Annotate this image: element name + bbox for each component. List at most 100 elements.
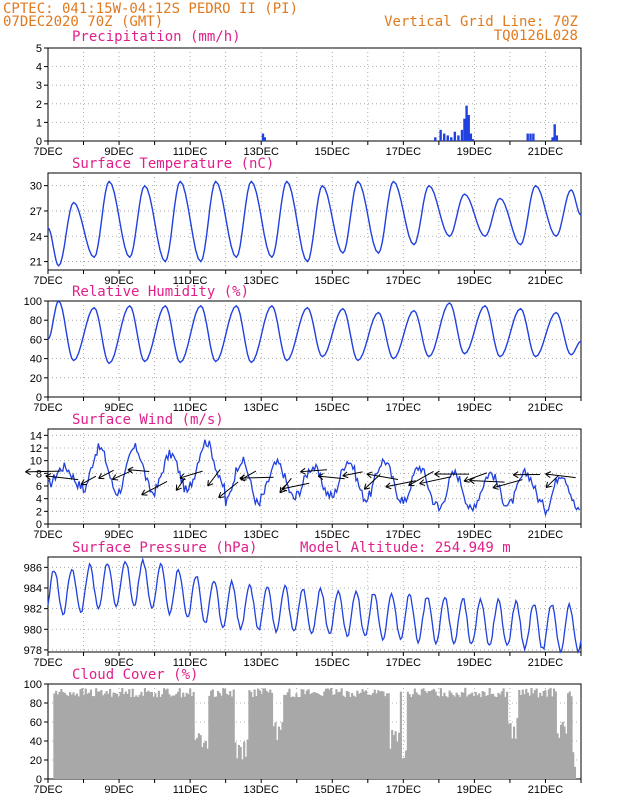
cloud-bar bbox=[342, 695, 345, 779]
cloud-bar bbox=[316, 693, 319, 779]
wind-arrow-head bbox=[207, 480, 214, 487]
rh-frame bbox=[47, 300, 582, 398]
cloud-bar bbox=[105, 691, 108, 779]
cloud-bar bbox=[424, 691, 427, 779]
pressure-ytick-label: 982 bbox=[24, 604, 42, 616]
wind-arrow-head bbox=[342, 471, 349, 479]
cloud-bar bbox=[331, 694, 335, 779]
cloud-bar bbox=[478, 693, 481, 779]
cloud-bar bbox=[204, 741, 207, 779]
temp-xtick-label: 9DEC bbox=[104, 275, 133, 287]
cloud-bar bbox=[455, 692, 458, 779]
wind-arrow-head bbox=[111, 474, 119, 481]
temp-xtick-label: 21DEC bbox=[528, 275, 564, 287]
cloud-bar bbox=[570, 696, 573, 779]
cloud-bar bbox=[217, 691, 220, 779]
temp-xtick-label: 11DEC bbox=[173, 275, 208, 287]
wind-arrow-head bbox=[239, 474, 246, 482]
cloud-ytick-label: 80 bbox=[30, 698, 42, 710]
wind-arrow-head bbox=[317, 473, 324, 480]
cloud-bar bbox=[401, 758, 404, 779]
wind-arrow-head bbox=[45, 473, 52, 480]
pressure-xtick-label: 7DEC bbox=[33, 657, 62, 669]
temp-ytick-label: 27 bbox=[30, 206, 42, 218]
temp-xtick-label: 17DEC bbox=[386, 275, 422, 287]
cloud-ytick-label: 100 bbox=[24, 679, 42, 691]
cloud-bar bbox=[352, 695, 355, 779]
cloud-bar bbox=[364, 690, 368, 779]
cloud-bar bbox=[223, 689, 227, 779]
cloud-bar bbox=[469, 693, 472, 779]
cloud-bar bbox=[206, 748, 209, 779]
cloud-bar bbox=[307, 689, 310, 779]
cloud-bar bbox=[168, 694, 171, 779]
cloud-bar bbox=[72, 692, 75, 779]
wind-arrow-shaft bbox=[25, 470, 61, 473]
wind-xtick-label: 13DEC bbox=[243, 529, 279, 541]
wind-arrow-shaft bbox=[179, 470, 203, 479]
wind-xtick-label: 17DEC bbox=[386, 529, 422, 541]
cloud-bar bbox=[55, 690, 58, 779]
cloud-bar bbox=[131, 688, 134, 779]
wind-arrow-shaft bbox=[175, 477, 186, 491]
precip-xtick-label: 13DEC bbox=[243, 146, 279, 158]
cloud-bar bbox=[114, 693, 117, 779]
cloud-xtick-label: 13DEC bbox=[243, 784, 279, 796]
cloud-bar bbox=[93, 696, 96, 779]
precip-ytick-label: 2 bbox=[36, 99, 42, 111]
wind-arrow-shaft bbox=[112, 470, 132, 480]
cloud-bar bbox=[75, 693, 79, 779]
cloud-bar bbox=[126, 693, 129, 779]
cloud-bar bbox=[178, 688, 181, 779]
cloud-bar bbox=[272, 726, 275, 779]
cloud-bar bbox=[276, 740, 279, 779]
cloud-bar bbox=[321, 696, 324, 779]
wind-ytick-label: 10 bbox=[30, 456, 42, 468]
cloud-bar bbox=[328, 689, 331, 779]
cloud-xtick-label: 19DEC bbox=[457, 784, 493, 796]
cloud-bar bbox=[89, 689, 93, 779]
cloud-bar bbox=[462, 692, 465, 779]
precip-bar bbox=[450, 137, 453, 141]
cloud-bar bbox=[337, 692, 340, 779]
cloud-bar bbox=[326, 688, 329, 779]
cloud-bar bbox=[197, 733, 200, 779]
cloud-bar bbox=[542, 691, 545, 779]
wind-arrow-shaft bbox=[80, 475, 97, 485]
cloud-bar bbox=[340, 688, 343, 779]
cloud-bar bbox=[512, 726, 516, 779]
precip-bar bbox=[529, 133, 532, 141]
temp-ytick-label: 24 bbox=[30, 231, 42, 243]
cloud-bar bbox=[394, 731, 397, 779]
cloud-bar bbox=[506, 691, 509, 779]
wind-arrow-shaft bbox=[545, 473, 576, 479]
wind-arrow-head bbox=[434, 470, 440, 478]
pressure-panel: 978 980 982 984 986 7DEC 9DEC 11DEC 13DEC 15DEC 17… bbox=[24, 556, 582, 669]
cloud-ytick-label: 20 bbox=[30, 755, 42, 767]
wind-arrow-shaft bbox=[408, 471, 434, 486]
precip-bar bbox=[460, 129, 464, 141]
temp-ytick-label: 30 bbox=[30, 181, 42, 193]
cloud-bar bbox=[460, 692, 463, 779]
precip-ytick-label: 1 bbox=[36, 117, 42, 129]
precip-xtick-label: 19DEC bbox=[457, 146, 493, 158]
cloud-bar bbox=[443, 692, 446, 779]
cloud-bar bbox=[112, 692, 115, 779]
precip-bar bbox=[471, 139, 475, 141]
cloud-bar bbox=[175, 694, 178, 779]
cloud-bar bbox=[117, 697, 120, 779]
cloud-bar bbox=[396, 741, 399, 779]
rh-xtick-label: 21DEC bbox=[528, 402, 564, 414]
cloud-bar bbox=[86, 693, 89, 779]
cloud-bar bbox=[91, 696, 94, 779]
cloud-bar bbox=[74, 695, 77, 779]
cloud-bar bbox=[392, 735, 395, 779]
pressure-xtick-label: 15DEC bbox=[315, 657, 351, 669]
wind-xtick-label: 9DEC bbox=[104, 529, 133, 541]
cloud-bar bbox=[253, 689, 256, 779]
cloud-bar bbox=[434, 691, 437, 779]
wind-arrow-head bbox=[545, 471, 552, 478]
cloud-bar bbox=[159, 696, 162, 779]
cloud-bar bbox=[258, 690, 261, 779]
